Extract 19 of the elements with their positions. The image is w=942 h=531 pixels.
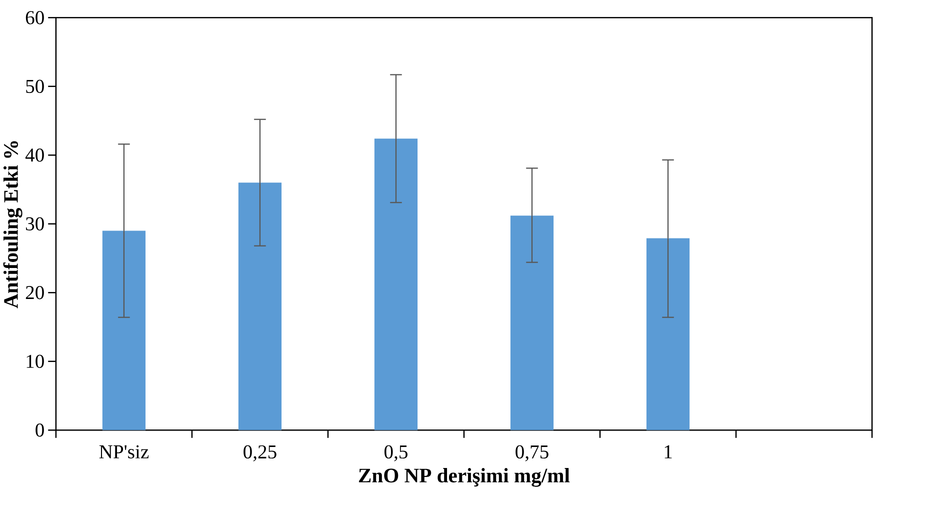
x-tick-label: 0,25 bbox=[244, 445, 276, 462]
bar bbox=[374, 138, 418, 430]
x-tick-label: 1 bbox=[664, 445, 672, 458]
bar bbox=[102, 230, 146, 430]
x-tick-label: 0,75 bbox=[516, 445, 548, 462]
bar bbox=[510, 216, 554, 430]
x-axis-title: ZnO NP derişimi mg/ml bbox=[358, 468, 570, 487]
y-tick-label: 20 bbox=[26, 286, 44, 300]
y-tick-label: 60 bbox=[26, 11, 44, 24]
y-tick-label: 50 bbox=[26, 80, 44, 93]
bar bbox=[238, 182, 282, 430]
y-tick-label: 30 bbox=[26, 217, 44, 230]
x-tick-label: NP'siz bbox=[99, 445, 149, 458]
y-axis-title: Antifouling Etki % bbox=[3, 141, 22, 308]
y-tick-label: 10 bbox=[26, 354, 44, 368]
x-tick-label: 0,5 bbox=[384, 445, 408, 462]
y-tick-label: 40 bbox=[25, 148, 44, 162]
bar bbox=[646, 238, 690, 430]
y-tick-label: 0 bbox=[36, 423, 44, 437]
